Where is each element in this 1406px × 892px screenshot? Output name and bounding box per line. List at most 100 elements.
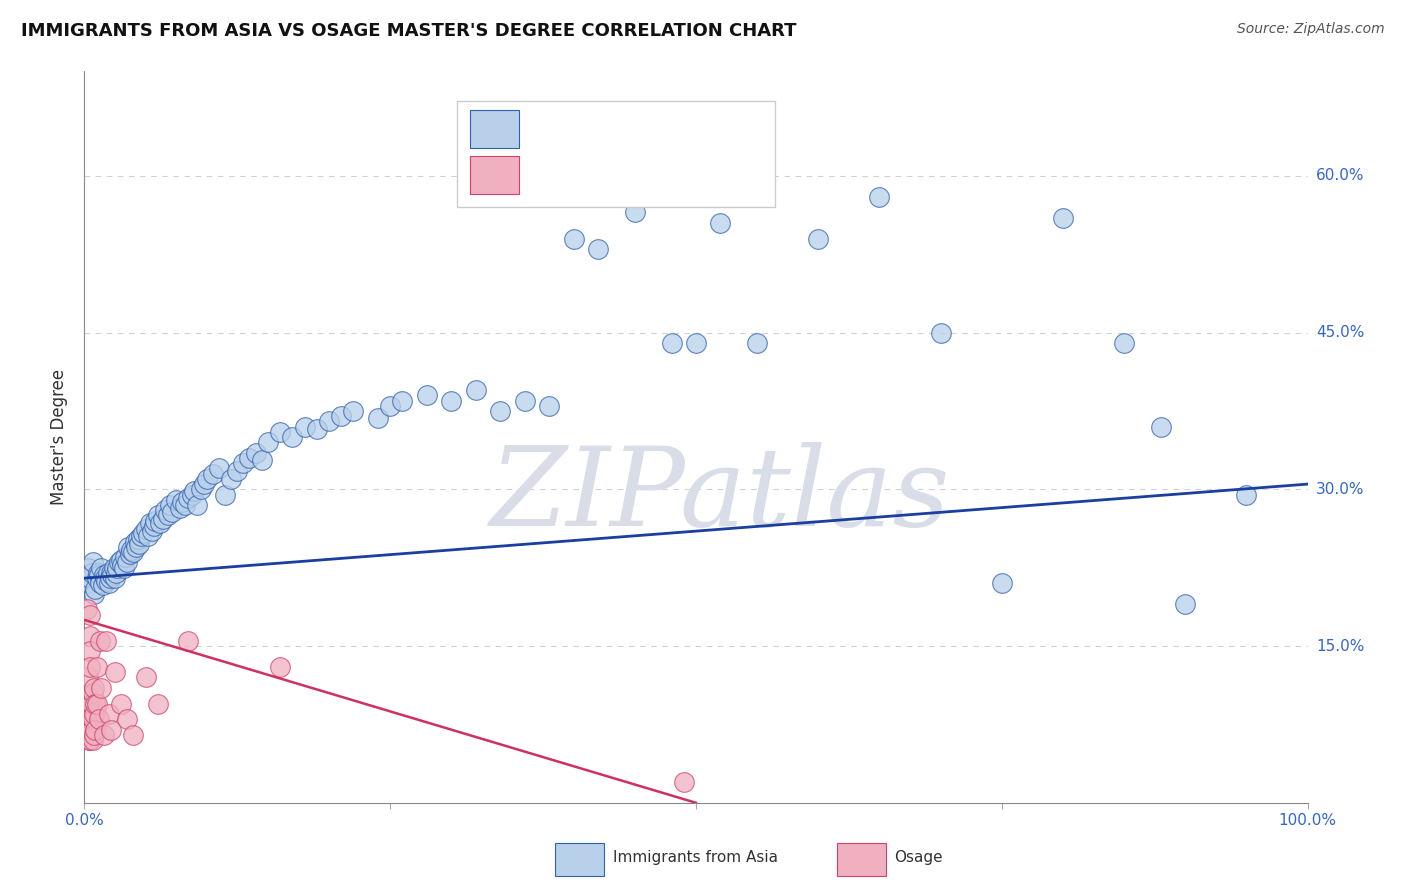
Point <box>115 556 138 570</box>
Point <box>159 498 181 512</box>
Point <box>93 728 115 742</box>
Point <box>79 733 101 747</box>
Point <box>257 435 280 450</box>
Point <box>330 409 353 424</box>
Point <box>219 472 242 486</box>
Point <box>1114 336 1136 351</box>
Point <box>156 508 179 523</box>
Point <box>87 566 110 580</box>
Point <box>83 706 105 721</box>
Point <box>107 556 129 570</box>
Point <box>82 686 104 700</box>
Point <box>79 691 101 706</box>
Point <box>103 560 125 574</box>
Point <box>1052 211 1074 225</box>
Point <box>146 697 169 711</box>
Point <box>79 571 101 585</box>
Point <box>79 660 101 674</box>
Point <box>96 633 118 648</box>
Point <box>380 399 402 413</box>
Point <box>169 501 191 516</box>
Text: Osage: Osage <box>894 850 943 865</box>
Point <box>294 419 316 434</box>
Point <box>101 568 124 582</box>
Point <box>77 576 100 591</box>
Point <box>110 553 132 567</box>
Point <box>143 519 166 533</box>
Point <box>93 568 115 582</box>
Text: R =   0.215   N = 107: R = 0.215 N = 107 <box>529 121 738 139</box>
Point <box>132 526 155 541</box>
Point <box>214 487 236 501</box>
Point <box>98 571 121 585</box>
Point <box>464 383 486 397</box>
Point <box>86 571 108 585</box>
Point <box>269 660 291 674</box>
FancyBboxPatch shape <box>837 843 886 876</box>
Point <box>80 723 103 737</box>
Point <box>79 607 101 622</box>
Point <box>77 697 100 711</box>
Point <box>100 566 122 580</box>
Point <box>489 404 512 418</box>
Point <box>122 728 145 742</box>
Point <box>177 633 200 648</box>
Point <box>149 516 172 530</box>
Point <box>513 393 536 408</box>
Point <box>87 568 110 582</box>
Point <box>127 533 149 547</box>
Point <box>104 665 127 680</box>
Point <box>177 491 200 505</box>
Point <box>120 543 142 558</box>
Point <box>83 681 105 695</box>
Point <box>82 556 104 570</box>
Point <box>245 446 267 460</box>
Text: 60.0%: 60.0% <box>1316 169 1364 184</box>
Text: 30.0%: 30.0% <box>1316 482 1364 497</box>
Point <box>124 534 146 549</box>
FancyBboxPatch shape <box>457 101 776 207</box>
Point <box>208 461 231 475</box>
Point <box>440 393 463 408</box>
Point <box>416 388 439 402</box>
Point <box>153 503 176 517</box>
Point <box>624 205 647 219</box>
Point <box>86 697 108 711</box>
Point <box>128 536 150 550</box>
Point <box>84 582 107 596</box>
Point <box>807 231 830 245</box>
Point <box>1174 597 1197 611</box>
Point <box>118 547 141 561</box>
Point <box>269 425 291 439</box>
Point <box>83 587 105 601</box>
Point <box>105 560 128 574</box>
FancyBboxPatch shape <box>470 156 519 194</box>
Y-axis label: Master's Degree: Master's Degree <box>51 369 69 505</box>
Point <box>152 511 174 525</box>
Point <box>232 456 254 470</box>
Point <box>112 560 135 574</box>
Point <box>129 529 152 543</box>
Point <box>104 571 127 585</box>
Point <box>709 216 731 230</box>
Point <box>1236 487 1258 501</box>
Text: 45.0%: 45.0% <box>1316 325 1364 340</box>
Point <box>162 505 184 519</box>
Point <box>141 524 163 538</box>
FancyBboxPatch shape <box>555 843 605 876</box>
Point <box>183 484 205 499</box>
Point <box>94 571 117 585</box>
Point <box>186 498 208 512</box>
Text: 15.0%: 15.0% <box>1316 639 1364 654</box>
Text: Source: ZipAtlas.com: Source: ZipAtlas.com <box>1237 22 1385 37</box>
Point <box>114 550 136 565</box>
Point <box>250 453 273 467</box>
Text: R = -0.366   N =  41: R = -0.366 N = 41 <box>529 167 728 185</box>
Point <box>77 723 100 737</box>
Point <box>1150 419 1173 434</box>
Point <box>226 463 249 477</box>
Point <box>929 326 952 340</box>
Point <box>80 566 103 580</box>
Point <box>586 242 609 256</box>
Text: Immigrants from Asia: Immigrants from Asia <box>613 850 778 865</box>
